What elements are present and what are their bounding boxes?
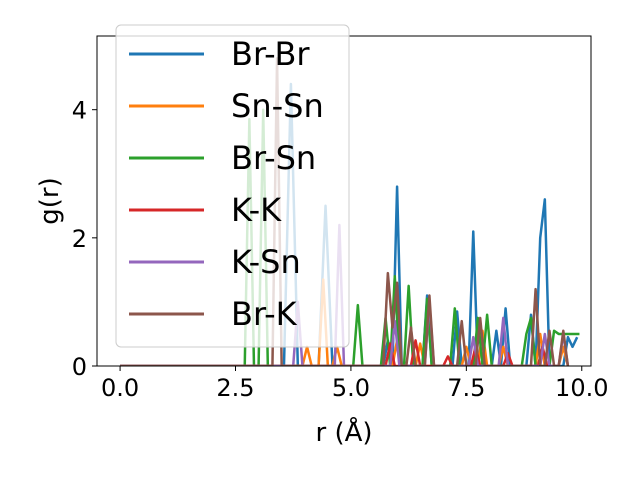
legend-label-sn-sn: Sn-Sn: [231, 87, 324, 125]
x-tick-label: 0.0: [101, 374, 139, 402]
x-tick-label: 2.5: [216, 374, 254, 402]
x-tick-label: 5.0: [332, 374, 370, 402]
x-tick-label: 7.5: [447, 374, 485, 402]
legend-label-br-sn: Br-Sn: [231, 139, 316, 177]
x-tick-label: 10.0: [555, 374, 608, 402]
legend-label-k-k: K-K: [231, 191, 282, 229]
y-axis-label: g(r): [35, 177, 65, 224]
y-tick-label: 2: [72, 225, 87, 253]
x-ticks: 0.0 2.5 5.0 7.5 10.0: [101, 366, 608, 402]
y-ticks: 0 2 4: [72, 97, 97, 381]
legend-label-k-sn: K-Sn: [231, 243, 301, 281]
legend-label-br-k: Br-K: [231, 295, 298, 333]
x-axis-label: r (Å): [315, 416, 372, 448]
series-line-br-sn: [120, 108, 580, 366]
legend: Br-Br Sn-Sn Br-Sn K-K K-Sn Br-K: [115, 24, 350, 348]
series-line-br-k: [120, 57, 570, 366]
y-tick-label: 0: [72, 353, 87, 381]
legend-entries: Br-Br Sn-Sn Br-Sn K-K K-Sn Br-K: [129, 35, 324, 333]
y-tick-label: 4: [72, 97, 87, 125]
legend-label-br-br: Br-Br: [231, 35, 310, 73]
series-line-k-sn: [120, 223, 570, 366]
